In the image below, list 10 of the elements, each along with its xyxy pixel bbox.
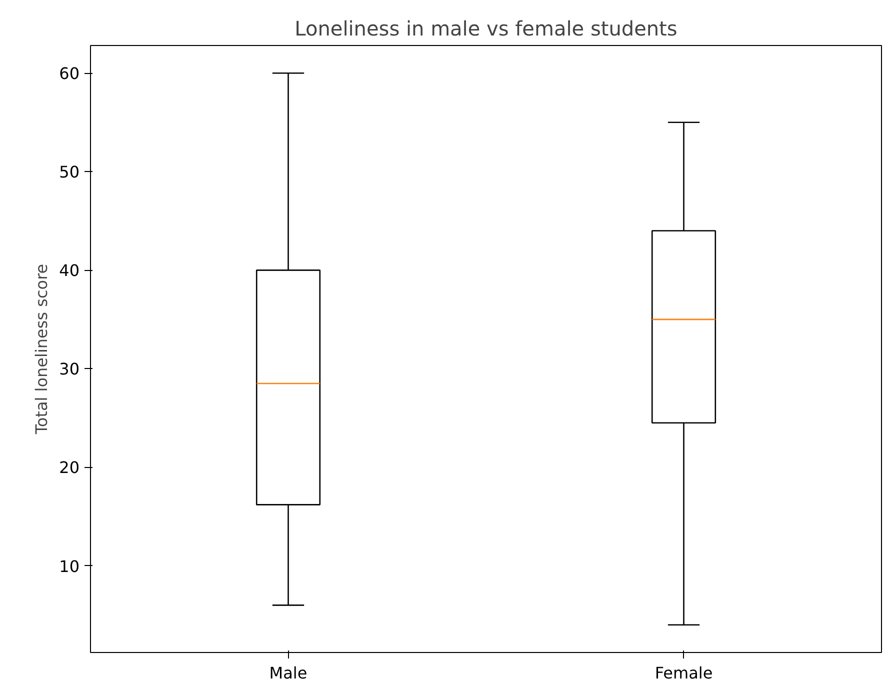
y-tick-label: 30 <box>59 360 80 379</box>
x-tick-label: Male <box>269 664 308 682</box>
y-axis-title: Total loneliness score <box>32 264 52 436</box>
y-tick-label: 20 <box>59 458 80 478</box>
x-tick-label: Female <box>654 664 713 682</box>
y-tick-label: 10 <box>59 556 80 576</box>
chart-title: Loneliness in male vs female students <box>294 16 678 40</box>
y-tick-label: 40 <box>59 261 80 280</box>
y-tick-label: 60 <box>59 64 80 84</box>
y-tick-label: 50 <box>59 162 80 182</box>
